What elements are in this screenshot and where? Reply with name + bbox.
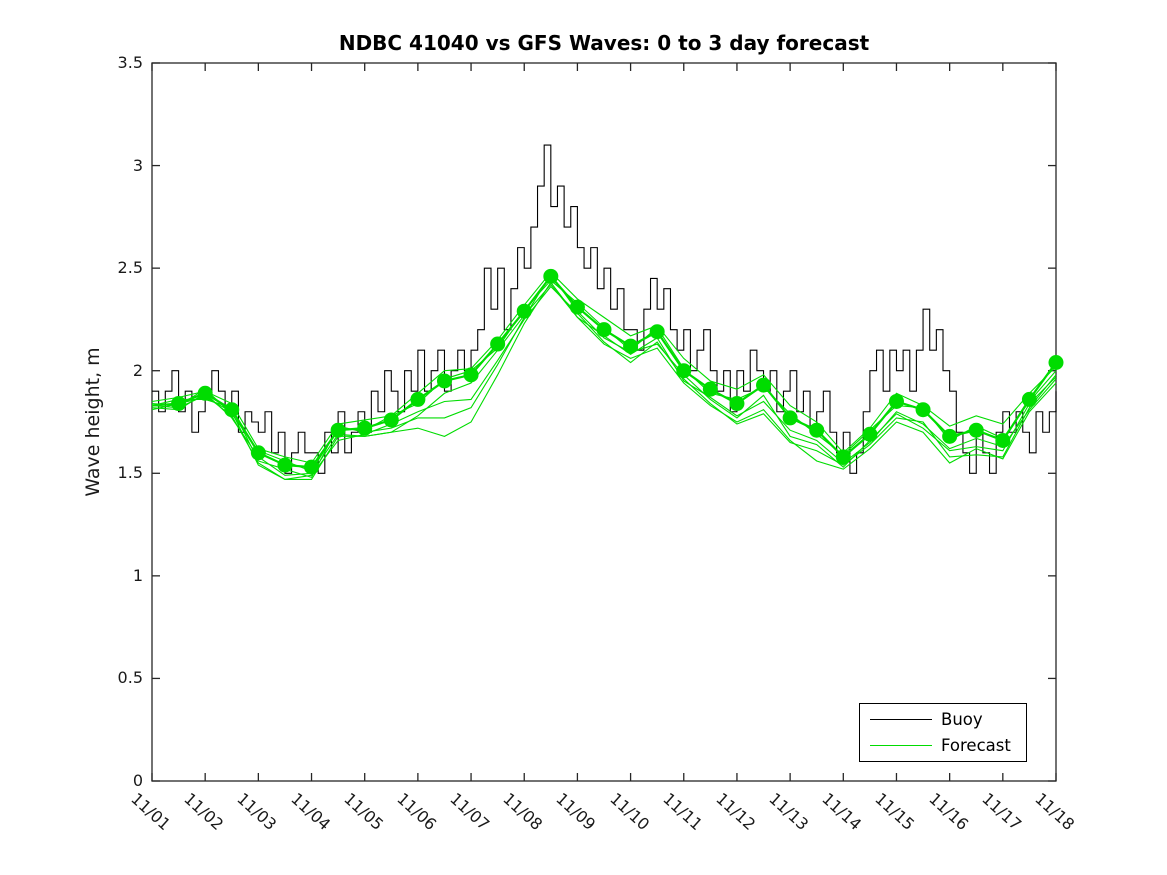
forecast-marker	[915, 402, 931, 418]
forecast-marker	[569, 299, 585, 315]
y-tick-label: 2	[132, 360, 143, 380]
forecast-marker	[543, 268, 559, 284]
forecast-marker	[197, 385, 213, 401]
legend-item-forecast: Forecast	[860, 736, 1026, 755]
forecast-run-line	[151, 273, 1057, 479]
forecast-marker	[995, 432, 1011, 448]
buoy-line-sample	[870, 719, 932, 721]
forecast-marker	[835, 449, 851, 465]
forecast-run-line	[151, 281, 1057, 480]
legend-label-buoy: Buoy	[941, 710, 983, 730]
forecast-run-line	[151, 279, 1057, 472]
forecast-marker	[702, 381, 718, 397]
forecast-run-line	[151, 283, 1057, 476]
y-tick-label: 3.5	[117, 53, 143, 72]
forecast-marker	[676, 363, 692, 379]
legend-item-buoy: Buoy	[860, 710, 1026, 729]
legend: Buoy Forecast	[859, 703, 1027, 762]
forecast-marker	[756, 377, 772, 393]
forecast-marker	[862, 426, 878, 442]
chart-title: NDBC 41040 vs GFS Waves: 0 to 3 day fore…	[338, 31, 870, 55]
forecast-run-line	[151, 285, 1057, 481]
forecast-marker	[171, 396, 187, 412]
forecast-marker	[277, 457, 293, 473]
forecast-marker	[623, 338, 639, 354]
forecast-mean-line	[151, 274, 1057, 469]
forecast-marker	[330, 422, 346, 438]
y-tick-label: 1.5	[117, 463, 143, 483]
legend-label-forecast: Forecast	[941, 735, 1011, 755]
forecast-marker	[410, 391, 426, 407]
forecast-marker	[250, 445, 266, 461]
forecast-marker	[782, 410, 798, 426]
forecast-run-line	[151, 271, 1057, 464]
forecast-marker	[888, 393, 904, 409]
forecast-marker	[596, 322, 612, 338]
y-tick-label: 3	[132, 155, 143, 175]
forecast-marker	[436, 373, 452, 389]
y-tick-label: 0	[132, 771, 143, 790]
forecast-marker	[357, 420, 373, 436]
forecast-marker	[516, 303, 532, 319]
y-tick-label: 0.5	[117, 668, 143, 688]
forecast-marker	[1048, 355, 1064, 371]
forecast-marker	[490, 336, 506, 352]
buoy-series-line	[152, 144, 1057, 474]
y-tick-label: 2.5	[117, 258, 143, 278]
axes-box	[151, 62, 1057, 782]
forecast-marker	[968, 422, 984, 438]
forecast-marker	[649, 324, 665, 340]
forecast-marker	[463, 367, 479, 383]
forecast-marker	[809, 422, 825, 438]
forecast-marker	[224, 402, 240, 418]
forecast-marker	[729, 396, 745, 412]
forecast-line-sample	[870, 744, 932, 746]
forecast-marker	[1021, 391, 1037, 407]
y-tick-label: 1	[132, 565, 143, 585]
forecast-marker	[304, 459, 320, 475]
forecast-marker	[942, 428, 958, 444]
forecast-marker	[383, 412, 399, 428]
